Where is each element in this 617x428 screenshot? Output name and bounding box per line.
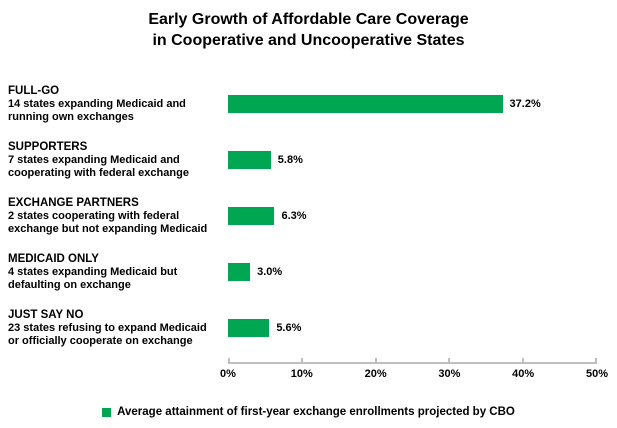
x-tick-label: 40% <box>512 368 535 380</box>
bar-row-supporters: SUPPORTERS 7 states expanding Medicaid a… <box>0 132 617 188</box>
bar-track: 6.3% <box>228 207 597 225</box>
bar-exchange-partners <box>228 207 275 225</box>
bar-value-label: 5.8% <box>277 154 303 166</box>
bar-row-full-go: FULL-GO 14 states expanding Medicaid and… <box>0 76 617 132</box>
bar-value-label: 37.2% <box>509 98 541 110</box>
category-description: 2 states cooperating with federal exchan… <box>8 209 208 236</box>
category-label-block: FULL-GO 14 states expanding Medicaid and… <box>0 84 228 125</box>
x-axis-tick <box>228 358 230 364</box>
x-tick-label: 20% <box>364 368 387 380</box>
bar-supporters <box>228 151 271 169</box>
bar-value-label: 6.3% <box>281 210 307 222</box>
x-axis: 0% 10% 20% 30% 40% 50% <box>220 358 608 383</box>
category-description: 7 states expanding Medicaid and cooperat… <box>8 153 189 180</box>
bar-value-label: 3.0% <box>257 266 283 278</box>
chart-title-line1: Early Growth of Affordable Care Coverage <box>148 11 469 28</box>
category-name: SUPPORTERS <box>8 140 88 153</box>
x-axis-tick <box>522 358 525 364</box>
category-name: JUST SAY NO <box>8 308 84 321</box>
plot-area: FULL-GO 14 states expanding Medicaid and… <box>0 76 617 383</box>
category-description: 14 states expanding Medicaid and running… <box>8 97 186 124</box>
x-axis-line <box>228 358 597 364</box>
category-label-block: MEDICAID ONLY 4 states expanding Medicai… <box>0 252 228 293</box>
category-label-block: JUST SAY NO 23 states refusing to expand… <box>0 308 228 349</box>
bar-track: 5.8% <box>228 151 597 169</box>
bar-track: 3.0% <box>228 263 597 281</box>
category-name: EXCHANGE PARTNERS <box>8 196 139 209</box>
x-tick-label: 50% <box>585 368 609 380</box>
category-description: 4 states expanding Medicaid but defaulti… <box>8 265 178 292</box>
x-tick-label: 10% <box>290 368 313 380</box>
chart-title-line2: in Cooperative and Uncooperative States <box>152 32 465 49</box>
chart-title: Early Growth of Affordable Care Coverage… <box>0 0 617 51</box>
x-tick-label: 0% <box>220 368 236 380</box>
x-axis-tick <box>448 358 451 364</box>
bar-row-exchange-partners: EXCHANGE PARTNERS 2 states cooperating w… <box>0 188 617 244</box>
category-label-block: EXCHANGE PARTNERS 2 states cooperating w… <box>0 196 228 237</box>
x-tick-label: 30% <box>438 368 461 380</box>
category-description: 23 states refusing to expand Medicaid or… <box>8 321 207 348</box>
bar-value-label: 5.6% <box>276 322 302 334</box>
x-axis-labels: 0% 10% 20% 30% 40% 50% <box>220 368 608 383</box>
legend-swatch <box>102 407 112 417</box>
bar-row-medicaid-only: MEDICAID ONLY 4 states expanding Medicai… <box>0 244 617 300</box>
category-name: MEDICAID ONLY <box>8 252 99 265</box>
x-axis-tick <box>300 358 303 364</box>
legend: Average attainment of first-year exchang… <box>0 406 617 418</box>
bar-track: 5.6% <box>228 319 597 337</box>
category-label-block: SUPPORTERS 7 states expanding Medicaid a… <box>0 140 228 181</box>
bar-track: 37.2% <box>228 95 597 113</box>
x-axis-tick <box>374 358 377 364</box>
x-axis-tick <box>595 358 597 364</box>
legend-label: Average attainment of first-year exchang… <box>117 406 515 418</box>
bar-just-say-no <box>228 319 270 337</box>
bar-row-just-say-no: JUST SAY NO 23 states refusing to expand… <box>0 300 617 356</box>
x-axis-baseline <box>228 362 597 364</box>
category-name: FULL-GO <box>8 84 60 97</box>
bar-full-go <box>228 95 503 113</box>
bar-medicaid-only <box>228 263 251 281</box>
